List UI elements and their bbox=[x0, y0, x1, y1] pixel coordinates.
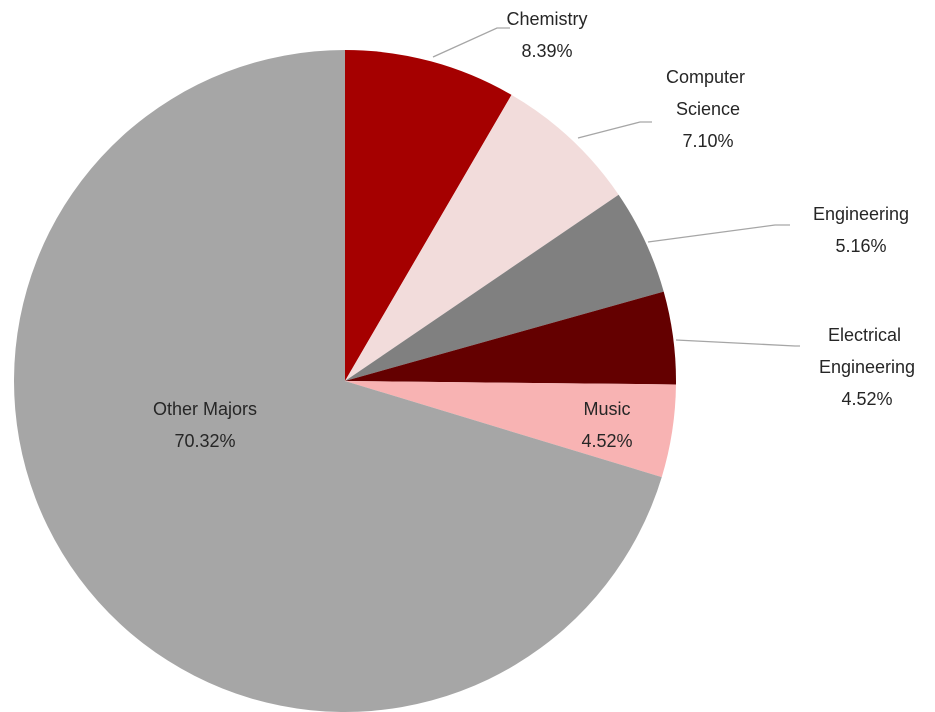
value-label: 7.10% bbox=[682, 131, 733, 151]
slice-label: Chemistry bbox=[506, 9, 587, 29]
pie-slice bbox=[345, 50, 512, 381]
label-line: Science bbox=[676, 99, 740, 119]
slice-label: Other Majors bbox=[153, 399, 257, 419]
slice-label: Electrical Engineering bbox=[819, 325, 915, 377]
pie-slice bbox=[345, 291, 676, 385]
slice-label: Engineering bbox=[813, 204, 909, 224]
value-label: 5.16% bbox=[835, 236, 886, 256]
slice-label: Music bbox=[583, 399, 630, 419]
pie-slice bbox=[345, 94, 619, 381]
slice-label: Computer Science bbox=[666, 67, 750, 119]
label-line: Engineering bbox=[813, 204, 909, 224]
leader-line bbox=[432, 27, 510, 58]
label-line: Engineering bbox=[819, 357, 915, 377]
value-label: 8.39% bbox=[521, 41, 572, 61]
label-line: Electrical bbox=[828, 325, 906, 345]
pie-slice bbox=[345, 194, 664, 381]
value-label: 4.52% bbox=[581, 431, 632, 451]
leader-line bbox=[675, 339, 800, 347]
label-line: Chemistry bbox=[506, 9, 587, 29]
pie-slice bbox=[345, 381, 676, 478]
label-line: Music bbox=[583, 399, 630, 419]
leader-line bbox=[577, 121, 652, 139]
value-label: 4.52% bbox=[841, 389, 892, 409]
value-label: 70.32% bbox=[174, 431, 235, 451]
label-line: Computer bbox=[666, 67, 750, 87]
pie-slice bbox=[14, 50, 662, 712]
label-line: Other Majors bbox=[153, 399, 257, 419]
leader-line bbox=[647, 224, 790, 243]
